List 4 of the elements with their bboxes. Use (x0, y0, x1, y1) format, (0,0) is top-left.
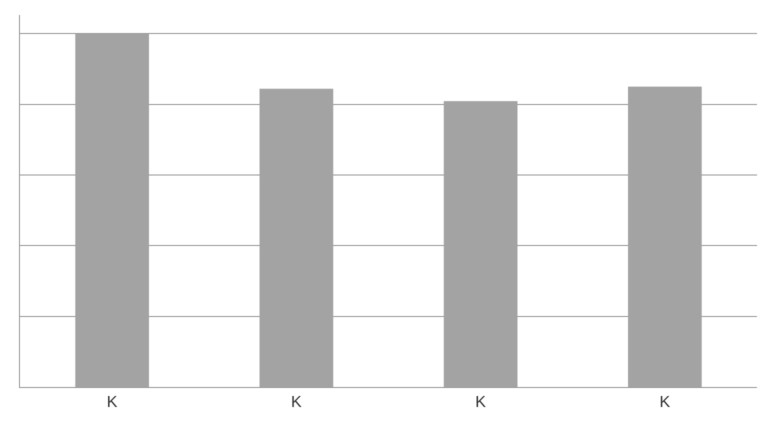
x-tick-label: K (106, 394, 118, 412)
x-tick-label: K (660, 394, 671, 412)
x-tick-label: K (291, 394, 302, 412)
x-tick-label: K (475, 394, 486, 412)
